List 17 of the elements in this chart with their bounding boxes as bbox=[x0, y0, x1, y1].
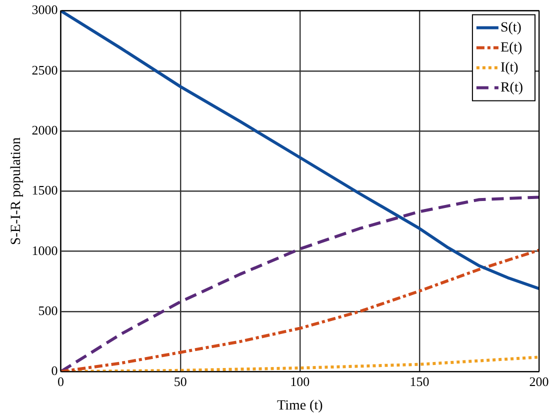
y-tick-label: 2500 bbox=[32, 62, 58, 78]
legend-label: E(t) bbox=[500, 40, 523, 56]
y-tick-label: 1500 bbox=[32, 182, 58, 198]
x-axis-title: Time (t) bbox=[277, 398, 324, 414]
y-tick-label: 3000 bbox=[32, 2, 58, 18]
x-tick-label: 150 bbox=[410, 374, 430, 389]
legend-label: I(t) bbox=[500, 60, 519, 76]
y-tick-label: 2000 bbox=[32, 122, 58, 138]
x-tick-label: 200 bbox=[529, 374, 549, 389]
y-axis-title: S-E-I-R population bbox=[9, 137, 24, 246]
legend-label: S(t) bbox=[500, 20, 522, 36]
y-tick-label: 1000 bbox=[32, 242, 58, 258]
legend-label: R(t) bbox=[500, 80, 524, 96]
x-tick-label: 50 bbox=[174, 374, 187, 389]
y-tick-label: 0 bbox=[51, 363, 58, 378]
x-tick-label: 100 bbox=[290, 374, 310, 389]
y-tick-label: 500 bbox=[38, 302, 58, 318]
